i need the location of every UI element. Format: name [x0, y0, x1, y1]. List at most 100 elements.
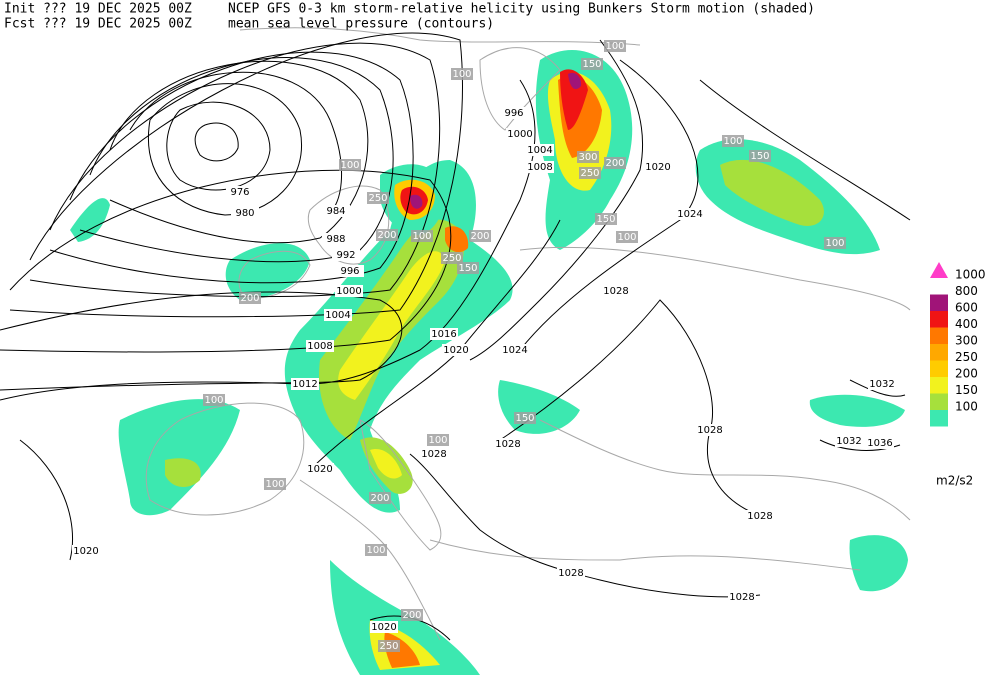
isobar-label-bg [370, 621, 398, 633]
helicity-label-bg [369, 492, 391, 504]
helicity-label: 100 [617, 232, 636, 243]
helicity-label-bg [577, 151, 599, 163]
isobar-label-bg [306, 463, 334, 475]
legend-label: 150 [955, 383, 978, 397]
isobar-label-bg [324, 309, 352, 321]
helicity-label-bg [365, 544, 387, 556]
isobar-label: 984 [326, 206, 345, 217]
shade [165, 458, 201, 487]
helicity-label: 100 [366, 545, 385, 556]
legend-swatch [930, 327, 948, 344]
helicity-label: 100 [204, 395, 223, 406]
init-time: Init ??? 19 DEC 2025 00Z [4, 2, 192, 17]
helicity-label: 200 [605, 158, 624, 169]
isobars [0, 32, 911, 641]
helicity-label-bg [441, 252, 463, 264]
helicity-label-bg [514, 412, 536, 424]
legend-label: 600 [955, 301, 978, 315]
isobar-label: 996 [340, 266, 359, 277]
isobar-label-bg [72, 545, 100, 557]
isobar-label: 1028 [603, 286, 628, 297]
helicity-label-bg [469, 230, 491, 242]
legend-label: 400 [955, 317, 978, 331]
legend-swatch [930, 294, 948, 311]
isobar-label-bg [728, 591, 756, 603]
isobar-label: 1028 [747, 511, 772, 522]
helicity-label-bg [604, 40, 626, 52]
isobar-label: 1036 [867, 438, 892, 449]
helicity-label-bg [581, 58, 603, 70]
isobar-label-bg [644, 161, 672, 173]
isobar-label: 1004 [325, 310, 350, 321]
title-line-2: mean sea level pressure (contours) [228, 17, 494, 32]
coastlines [145, 27, 911, 641]
isobar-label-bg [231, 207, 259, 219]
helicity-label: 150 [582, 59, 601, 70]
legend-label: 300 [955, 334, 978, 348]
isobar-label: 1032 [869, 379, 894, 390]
helicity-label: 200 [402, 610, 421, 621]
isobar-label-bg [420, 448, 448, 460]
isobar-label: 1028 [421, 449, 446, 460]
helicity-label: 250 [368, 193, 387, 204]
helicity-label: 300 [578, 152, 597, 163]
shade [118, 399, 240, 516]
isobar-label-bg [494, 438, 522, 450]
helicity-label-bg [378, 640, 400, 652]
isobar-label-bg [226, 186, 254, 198]
helicity-label-bg [367, 192, 389, 204]
helicity-label: 100 [723, 136, 742, 147]
shade [849, 535, 908, 592]
helicity-label: 100 [452, 69, 471, 80]
legend-swatch [930, 393, 948, 410]
helicity-label-bg [203, 394, 225, 406]
helicity-label-bg [616, 231, 638, 243]
shade [225, 243, 310, 300]
helicity-label-bg [749, 150, 771, 162]
helicity-label: 150 [515, 413, 534, 424]
legend-label: 100 [955, 400, 978, 414]
isobar-label-bg [602, 285, 630, 297]
isobar-label-bg [336, 265, 364, 277]
legend-swatch [930, 377, 948, 394]
legend: 100 150 200 250 300 400 600 800 1000 [930, 262, 986, 427]
shade [720, 159, 824, 226]
isobar-label: 1016 [431, 329, 456, 340]
helicity-label-bg [824, 237, 846, 249]
helicity-label-bg [411, 230, 433, 242]
helicity-label: 250 [379, 641, 398, 652]
helicity-label-bg [401, 609, 423, 621]
isobar-label: 1020 [371, 622, 396, 633]
legend-label: 800 [955, 284, 978, 298]
isobar-label: 980 [235, 208, 254, 219]
helicity-label: 150 [750, 151, 769, 162]
legend-swatch [930, 410, 948, 427]
helicity-label-bg [579, 167, 601, 179]
isobar-label-bg [306, 340, 334, 352]
shade [338, 251, 445, 400]
helicity-label: 100 [825, 238, 844, 249]
helicity-label-bg [722, 135, 744, 147]
helicity-label-bg [451, 68, 473, 80]
isobar-label: 1028 [697, 425, 722, 436]
helicity-label-bg [239, 292, 261, 304]
shade [498, 380, 580, 434]
helicity-label-bg [457, 262, 479, 274]
isobar-label-bg [335, 285, 363, 297]
helicity-label: 250 [580, 168, 599, 179]
isobar-label-bg [322, 233, 350, 245]
isobar-label: 1000 [336, 286, 361, 297]
helicity-label-bg [339, 159, 361, 171]
isobar-label-bg [868, 378, 896, 390]
shade [809, 394, 905, 427]
isobar-label: 1032 [836, 436, 861, 447]
helicity-label: 150 [596, 214, 615, 225]
isobar-label: 1008 [307, 341, 332, 352]
isobar-label-bg [442, 344, 470, 356]
shade [370, 449, 402, 479]
legend-label: 200 [955, 367, 978, 381]
isobar-label: 1028 [558, 568, 583, 579]
isobar-label-bg [866, 437, 894, 449]
isobar-label-bg [332, 249, 360, 261]
